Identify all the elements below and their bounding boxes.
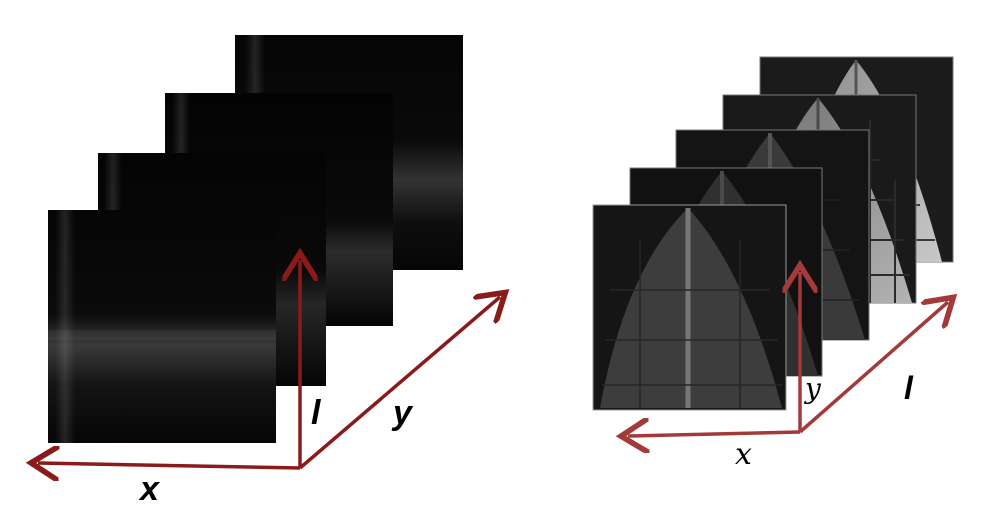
right-axis-x-label: x bbox=[735, 437, 752, 472]
right-axis-x-arrow bbox=[628, 432, 801, 436]
left-panel bbox=[38, 35, 500, 468]
left-axis-y-arrow bbox=[298, 297, 500, 470]
right-axis-l-label: l bbox=[904, 370, 913, 406]
left-axis-x-label: x bbox=[140, 470, 159, 508]
left-axis-y-label: y bbox=[393, 394, 412, 432]
right-slice-1 bbox=[592, 204, 787, 411]
left-axis-l-label: l bbox=[311, 394, 321, 432]
left-slice-1 bbox=[48, 210, 276, 443]
right-axis-l-arrow bbox=[798, 302, 948, 434]
left-axis-x-arrow bbox=[38, 463, 301, 468]
right-axis-y-label: y bbox=[805, 372, 821, 405]
right-panel bbox=[592, 56, 953, 436]
